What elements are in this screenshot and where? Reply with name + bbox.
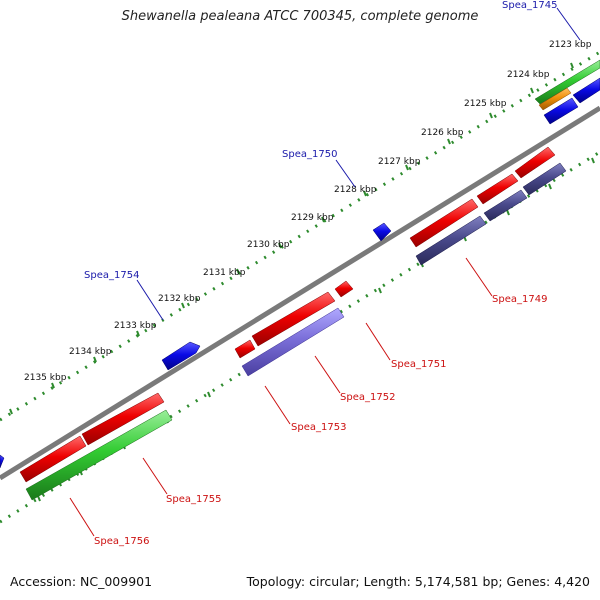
ruler-label-2132: 2132 kbp: [158, 294, 201, 304]
label-spea-1755[interactable]: Spea_1755: [166, 494, 221, 505]
leader-spea-1753: [265, 386, 290, 424]
ruler-label-2130: 2130 kbp: [247, 240, 290, 250]
leader-spea-1749: [466, 258, 492, 296]
label-spea-1752[interactable]: Spea_1752: [340, 392, 395, 403]
label-spea-1745[interactable]: Spea_1745: [502, 0, 557, 11]
label-leaders: [70, 8, 580, 536]
gene-spea-1752b[interactable]: [235, 340, 255, 358]
ruler-label-2127: 2127 kbp: [378, 157, 421, 167]
ruler-track-outer: [0, 52, 600, 420]
accession-text: Accession: NC_009901: [10, 574, 152, 589]
label-spea-1749[interactable]: Spea_1749: [492, 294, 547, 305]
gene-spea-1745[interactable]: [535, 60, 600, 104]
ruler-label-2128: 2128 kbp: [334, 185, 377, 195]
label-spea-1751[interactable]: Spea_1751: [391, 359, 446, 370]
label-spea-1756[interactable]: Spea_1756: [94, 536, 149, 547]
leader-spea-1751: [366, 323, 390, 360]
gene-spea-1751[interactable]: [335, 281, 353, 297]
leader-spea-1755: [143, 458, 167, 494]
ruler-label-2129: 2129 kbp: [291, 213, 334, 223]
ruler-label-2123: 2123 kbp: [549, 40, 592, 50]
ruler-label-2126: 2126 kbp: [421, 128, 464, 138]
genome-summary-text: Topology: circular; Length: 5,174,581 bp…: [247, 574, 590, 589]
label-spea-1754[interactable]: Spea_1754: [84, 270, 139, 281]
leader-spea-1745: [557, 8, 580, 40]
genes-forward: [0, 60, 600, 468]
ruler-label-2125: 2125 kbp: [464, 99, 507, 109]
leader-spea-1750: [336, 160, 355, 187]
label-spea-1753[interactable]: Spea_1753: [291, 422, 346, 433]
genes-reverse: [20, 147, 566, 500]
ruler-label-2124: 2124 kbp: [507, 70, 550, 80]
ruler-label-2135: 2135 kbp: [24, 373, 67, 383]
gene-labels: Spea_1745 Spea_1750 Spea_1754 Spea_1749 …: [84, 0, 557, 547]
ruler-label-2133: 2133 kbp: [114, 321, 157, 331]
ruler-label-2134: 2134 kbp: [69, 347, 112, 357]
gene-edge-left[interactable]: [0, 455, 4, 468]
leader-spea-1752: [315, 356, 340, 393]
label-spea-1750[interactable]: Spea_1750: [282, 149, 337, 160]
leader-spea-1756: [70, 498, 94, 536]
ruler-label-2131: 2131 kbp: [203, 268, 246, 278]
